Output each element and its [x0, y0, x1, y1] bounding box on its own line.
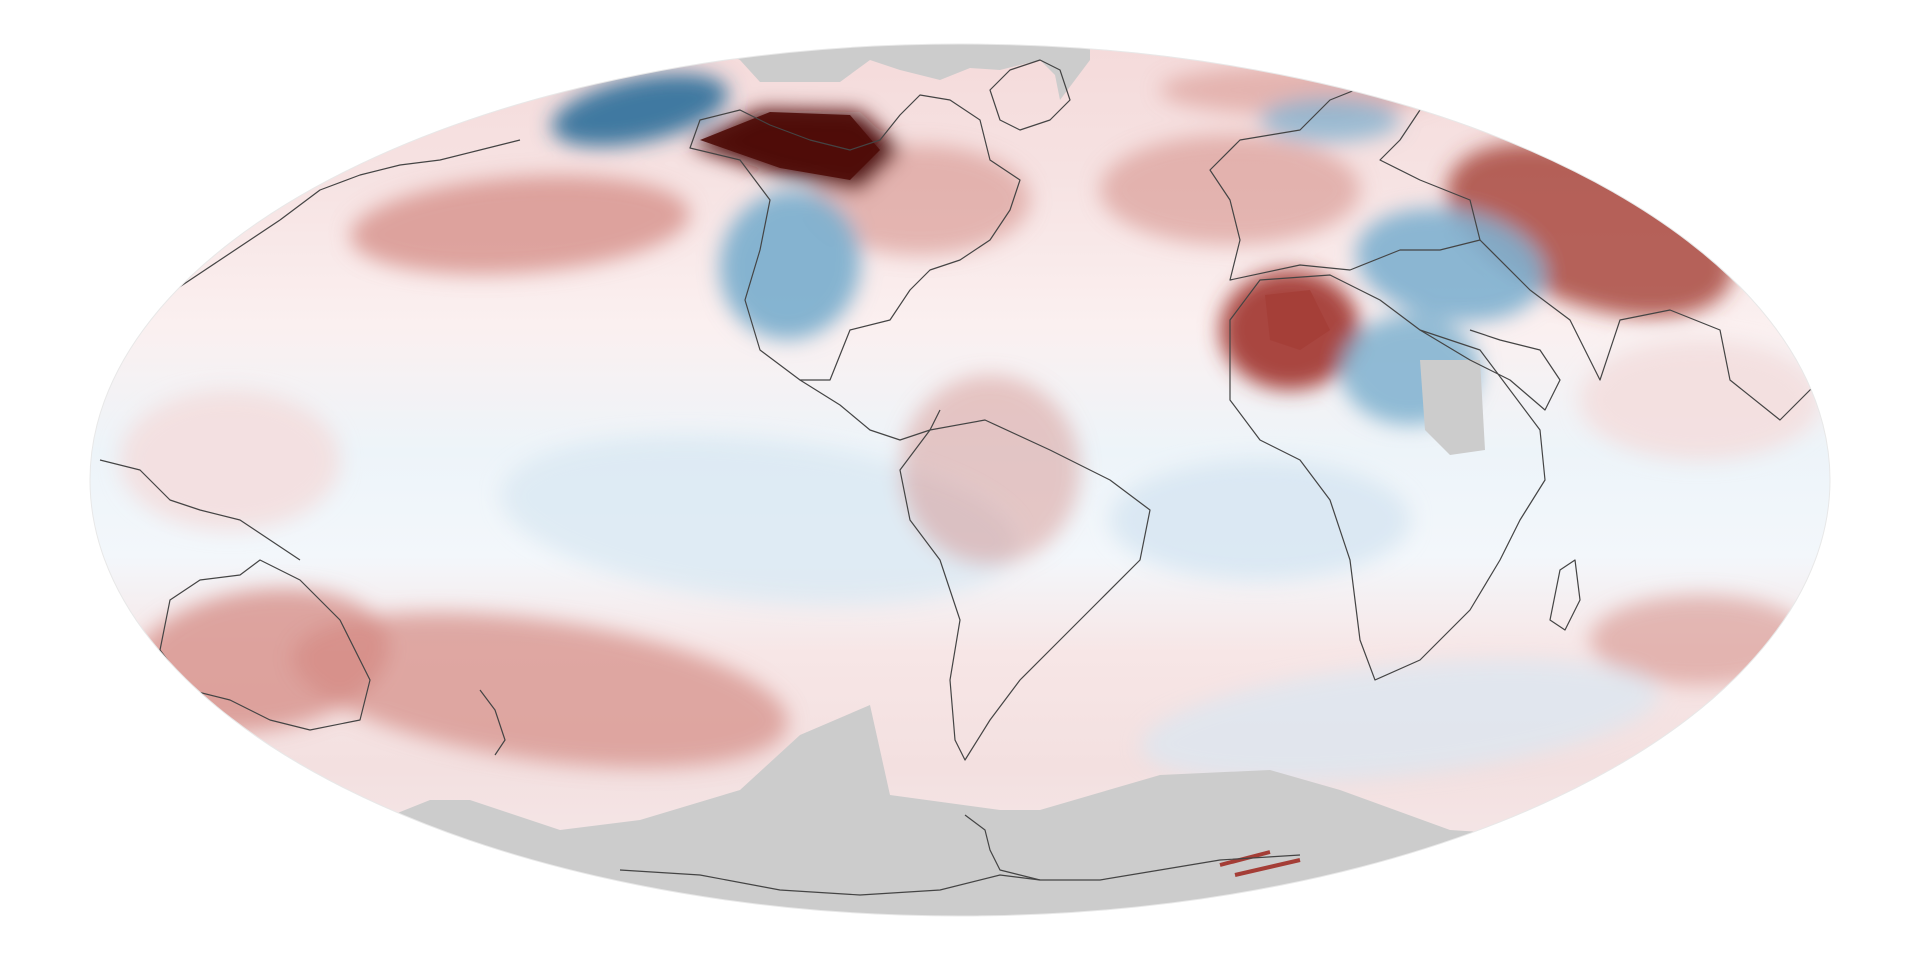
south-america-coast [899, 419, 1151, 761]
bering-cold [551, 73, 729, 147]
west-pacific-warm-patch [120, 390, 340, 530]
antarctic-peninsula-coast [964, 814, 1041, 881]
indian-ocean-warm-patch [1580, 340, 1820, 460]
coastlines [99, 59, 1830, 896]
sahara-hotspot-core [1265, 290, 1330, 350]
central-america-coast [799, 379, 941, 441]
kamchatka-coast [279, 139, 521, 221]
south-atlantic-cold-patch [1110, 460, 1410, 580]
globe-outline [89, 43, 1831, 917]
arctic-no-data-cap [700, 44, 1090, 100]
scandinavia-cold-patch [1260, 98, 1400, 142]
madagascar-coast [1549, 559, 1581, 631]
tropical-pacific-cold [501, 435, 1019, 605]
arabia-coast [1419, 329, 1561, 411]
new-zealand-coast [479, 689, 506, 756]
southern-ocean-cold [1141, 658, 1659, 782]
europe-warm-patch [1100, 135, 1360, 245]
antarctic-warm-streak-2 [1234, 858, 1301, 877]
central-asia-cold [1355, 208, 1545, 322]
south-america-warm [900, 375, 1080, 565]
south-pacific-warm-band [292, 612, 788, 768]
arabia-no-data-patch [1420, 360, 1485, 455]
north-pacific-warm [350, 175, 690, 275]
north-america-coast [689, 94, 1021, 381]
indonesia-coast [99, 459, 301, 561]
greenland-coast [989, 59, 1071, 131]
west-us-cold [719, 190, 861, 340]
europe-coast [1209, 79, 1481, 281]
africa-coast [1229, 274, 1546, 681]
antarctica-coast [619, 854, 1301, 896]
alaska-hotspot-core [700, 112, 880, 180]
